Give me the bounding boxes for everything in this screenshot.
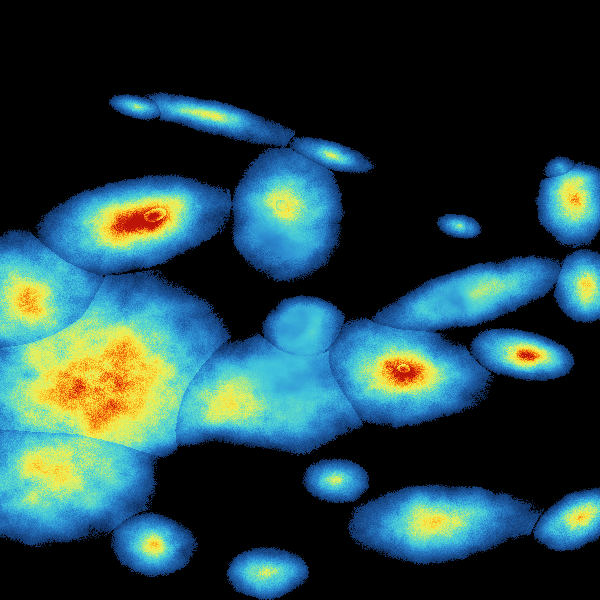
radar-reflectivity-heatmap: [0, 0, 600, 600]
radar-image-viewport: Radar Reflectivity Composite radar-refle…: [0, 0, 600, 600]
